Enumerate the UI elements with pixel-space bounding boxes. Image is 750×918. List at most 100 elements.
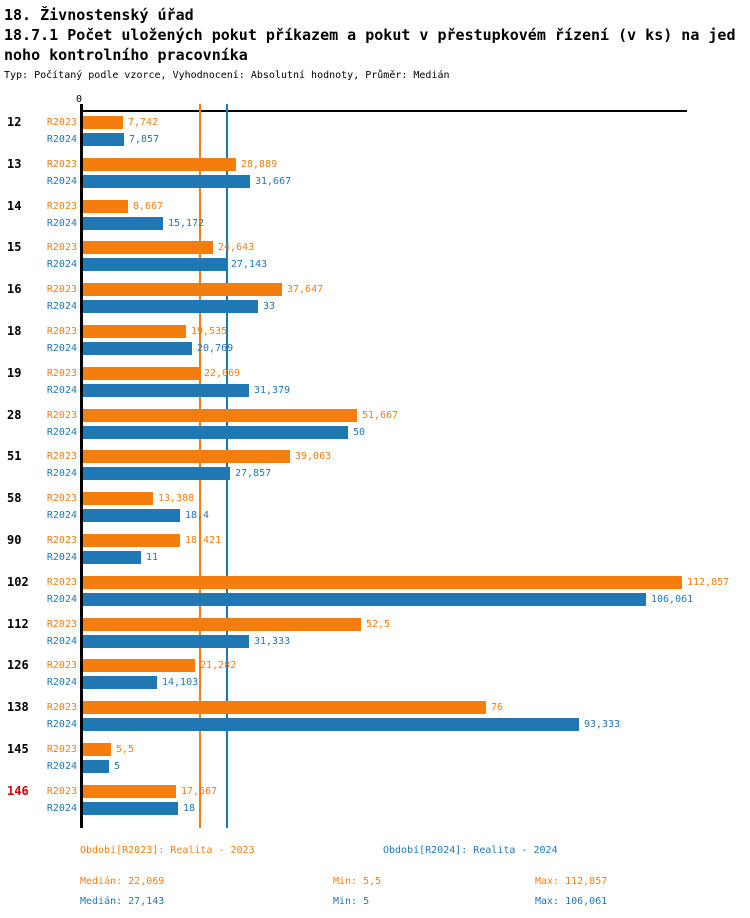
- bar-value-label: 39,063: [295, 451, 332, 462]
- bar-r2023: [83, 743, 111, 756]
- series-label-r2024: R2024: [46, 677, 77, 688]
- stat-min-r2024: Min: 5: [333, 896, 370, 907]
- bar-value-label: 18,4: [185, 510, 210, 521]
- bar-r2023: [83, 701, 486, 714]
- series-label-r2024: R2024: [46, 301, 77, 312]
- category-label: 138: [7, 700, 29, 714]
- bar-r2023: [83, 200, 128, 213]
- bar-r2024: [83, 217, 163, 230]
- category-label: 14: [7, 199, 22, 213]
- bar-r2023: [83, 534, 180, 547]
- legend-label-r2023: Období[R2023]: Realita - 2023: [80, 845, 255, 856]
- series-label-r2024: R2024: [46, 427, 77, 438]
- category-label: 19: [7, 366, 22, 380]
- bar-r2024: [83, 509, 180, 522]
- bar-value-label: 18,421: [185, 535, 222, 546]
- series-label-r2023: R2023: [46, 284, 77, 295]
- bar-value-label: 19,535: [191, 326, 228, 337]
- bar-value-label: 20,769: [197, 343, 234, 354]
- bar-r2024: [83, 384, 249, 397]
- category-label: 13: [7, 157, 22, 171]
- bar-r2024: [83, 551, 141, 564]
- series-label-r2023: R2023: [46, 619, 77, 630]
- median-line-r2023: [199, 104, 201, 828]
- report-title-line2: 18.7.1 Počet uložených pokut příkazem a …: [4, 26, 736, 44]
- series-label-r2024: R2024: [46, 803, 77, 814]
- bar-r2024: [83, 676, 157, 689]
- bar-r2024: [83, 300, 258, 313]
- category-label: 145: [7, 742, 29, 756]
- series-label-r2024: R2024: [46, 552, 77, 563]
- bar-r2024: [83, 718, 579, 731]
- bar-value-label: 28,889: [241, 159, 278, 170]
- bar-value-label: 50: [353, 427, 366, 438]
- bar-r2023: [83, 367, 199, 380]
- bar-r2024: [83, 342, 192, 355]
- bar-value-label: 52,5: [366, 619, 391, 630]
- series-label-r2023: R2023: [46, 117, 77, 128]
- bar-value-label: 8,667: [133, 201, 164, 212]
- bar-r2023: [83, 576, 682, 589]
- category-label: 51: [7, 449, 22, 463]
- category-label: 126: [7, 658, 29, 672]
- series-label-r2024: R2024: [46, 343, 77, 354]
- bar-r2024: [83, 175, 250, 188]
- stat-max-r2024: Max: 106,061: [535, 896, 608, 907]
- bar-value-label: 51,667: [362, 410, 399, 421]
- bar-value-label: 31,667: [255, 176, 292, 187]
- bar-value-label: 27,143: [231, 259, 268, 270]
- category-label: 28: [7, 408, 22, 422]
- series-label-r2024: R2024: [46, 176, 77, 187]
- series-label-r2024: R2024: [46, 761, 77, 772]
- series-label-r2023: R2023: [46, 159, 77, 170]
- bar-value-label: 112,857: [687, 577, 730, 588]
- bar-value-label: 5,5: [116, 744, 135, 755]
- report-title-line3: noho kontrolního pracovníka: [4, 46, 248, 64]
- median-line-r2024: [226, 104, 228, 828]
- bar-value-label: 21,282: [200, 660, 237, 671]
- series-label-r2023: R2023: [46, 744, 77, 755]
- bar-value-label: 106,061: [651, 594, 694, 605]
- series-label-r2023: R2023: [46, 786, 77, 797]
- series-label-r2023: R2023: [46, 535, 77, 546]
- category-label: 58: [7, 491, 22, 505]
- bar-value-label: 31,379: [254, 385, 291, 396]
- series-label-r2024: R2024: [46, 134, 77, 145]
- bar-value-label: 24,643: [218, 242, 255, 253]
- series-label-r2023: R2023: [46, 410, 77, 421]
- bar-value-label: 13,388: [158, 493, 195, 504]
- series-label-r2024: R2024: [46, 218, 77, 229]
- series-label-r2024: R2024: [46, 259, 77, 270]
- bar-r2023: [83, 450, 290, 463]
- bar-r2024: [83, 593, 646, 606]
- series-label-r2023: R2023: [46, 493, 77, 504]
- report-subtitle: Typ: Počítaný podle vzorce, Vyhodnocení:…: [4, 70, 450, 81]
- bar-value-label: 15,172: [168, 218, 205, 229]
- category-label: 90: [7, 533, 22, 547]
- legend-label-r2024: Období[R2024]: Realita - 2024: [383, 845, 558, 856]
- series-label-r2024: R2024: [46, 510, 77, 521]
- bar-value-label: 31,333: [254, 636, 291, 647]
- category-label: 16: [7, 282, 22, 296]
- y-axis-zero-line: [80, 104, 83, 828]
- stat-min-r2023: Min: 5,5: [333, 876, 382, 887]
- series-label-r2023: R2023: [46, 660, 77, 671]
- series-label-r2023: R2023: [46, 326, 77, 337]
- bar-value-label: 11: [146, 552, 159, 563]
- series-label-r2024: R2024: [46, 594, 77, 605]
- category-label: 102: [7, 575, 29, 589]
- stat-max-r2023: Max: 112,857: [535, 876, 608, 887]
- bar-value-label: 14,103: [162, 677, 199, 688]
- series-label-r2024: R2024: [46, 385, 77, 396]
- bar-r2024: [83, 802, 178, 815]
- bar-value-label: 7,742: [128, 117, 159, 128]
- bar-value-label: 17,667: [181, 786, 218, 797]
- bar-value-label: 37,647: [287, 284, 324, 295]
- stat-median-r2024: Medián: 27,143: [80, 896, 165, 907]
- stat-median-r2023: Medián: 22,069: [80, 876, 165, 887]
- series-label-r2023: R2023: [46, 201, 77, 212]
- report-title-line1: 18. Živnostenský úřad: [4, 6, 194, 24]
- bar-r2023: [83, 618, 361, 631]
- bar-value-label: 5: [114, 761, 121, 772]
